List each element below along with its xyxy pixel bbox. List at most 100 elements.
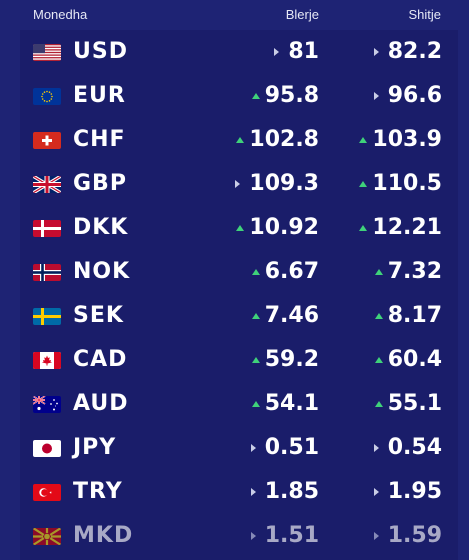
trend-up-icon [374,400,383,407]
rate-row-eur: EUR 95.8 96.6 [20,74,458,118]
table-header: Monedha Blerje Shitje [0,0,469,30]
currency-code: TRY [73,479,123,504]
rate-row-jpy: JPY 0.51 0.54 [20,426,458,470]
jp-flag-icon [33,440,61,457]
trend-up-icon [251,356,260,363]
buy-rate: 10.92 [236,215,319,240]
buy-rate: 6.67 [251,259,319,284]
buy-value: 6.67 [264,259,319,284]
trend-up-icon [359,136,368,143]
rate-row-usd: USD 81 82.2 [20,30,458,74]
sell-value: 7.32 [387,259,442,284]
sell-rate: 8.17 [374,303,442,328]
trend-neutral-icon [373,487,379,496]
sell-value: 103.9 [372,127,442,152]
currency-code: MKD [73,523,134,548]
trend-up-icon [236,136,245,143]
buy-value: 1.85 [264,479,319,504]
rate-row-dkk: DKK 10.92 12.21 [20,206,458,250]
au-flag-icon [33,396,61,413]
trend-up-icon [251,400,260,407]
trend-up-icon [374,268,383,275]
trend-neutral-icon [250,443,256,452]
sell-rate: 12.21 [359,215,442,240]
rate-row-chf: CHF 102.8 103.9 [20,118,458,162]
eu-flag-icon [33,88,61,105]
rate-row-mkd: MKD 1.51 1.59 [20,514,458,558]
trend-up-icon [359,224,368,231]
sell-value: 0.54 [387,435,442,460]
sell-value: 12.21 [372,215,442,240]
sell-value: 60.4 [387,347,442,372]
trend-up-icon [251,92,260,99]
buy-rate: 95.8 [251,83,319,108]
buy-value: 54.1 [264,391,319,416]
sell-value: 1.95 [387,479,442,504]
buy-rate: 54.1 [251,391,319,416]
sell-rate: 7.32 [374,259,442,284]
currency-code: SEK [73,303,124,328]
sell-value: 8.17 [387,303,442,328]
tr-flag-icon [33,484,61,501]
sell-value: 110.5 [372,171,442,196]
rate-row-try: TRY 1.85 1.95 [20,470,458,514]
dk-flag-icon [33,220,61,237]
currency-code: AUD [73,391,129,416]
trend-neutral-icon [250,531,256,540]
se-flag-icon [33,308,61,325]
rates-table: USD 81 82.2 EUR 95.8 96.6 CHF 102.8 103.9 GBP 109.… [20,30,458,560]
buy-value: 95.8 [264,83,319,108]
buy-value: 109.3 [249,171,319,196]
buy-value: 0.51 [264,435,319,460]
buy-rate: 102.8 [236,127,319,152]
buy-rate: 1.51 [250,523,319,548]
trend-neutral-icon [373,443,379,452]
header-currency: Monedha [33,7,88,22]
sell-rate: 103.9 [359,127,442,152]
trend-up-icon [251,312,260,319]
rate-row-nok: NOK 6.67 7.32 [20,250,458,294]
trend-neutral-icon [235,179,241,188]
sell-value: 1.59 [387,523,442,548]
rate-row-aud: AUD 54.1 55.1 [20,382,458,426]
trend-up-icon [374,312,383,319]
buy-rate: 81 [274,39,319,64]
trend-up-icon [251,268,260,275]
sell-rate: 82.2 [373,39,442,64]
buy-value: 59.2 [264,347,319,372]
trend-up-icon [374,356,383,363]
trend-up-icon [359,180,368,187]
no-flag-icon [33,264,61,281]
trend-up-icon [236,224,245,231]
ca-flag-icon [33,352,61,369]
sell-value: 55.1 [387,391,442,416]
buy-rate: 1.85 [250,479,319,504]
buy-value: 81 [288,39,319,64]
sell-rate: 55.1 [374,391,442,416]
sell-value: 96.6 [387,83,442,108]
sell-value: 82.2 [387,39,442,64]
currency-code: CHF [73,127,126,152]
mk-flag-icon [33,528,61,545]
currency-code: EUR [73,83,126,108]
us-flag-icon [33,44,61,61]
buy-rate: 7.46 [251,303,319,328]
currency-code: NOK [73,259,131,284]
trend-neutral-icon [373,47,379,56]
rate-row-cad: CAD 59.2 60.4 [20,338,458,382]
currency-code: USD [73,39,128,64]
currency-code: DKK [73,215,129,240]
buy-value: 1.51 [264,523,319,548]
trend-neutral-icon [250,487,256,496]
rate-row-sek: SEK 7.46 8.17 [20,294,458,338]
buy-rate: 109.3 [235,171,319,196]
sell-rate: 96.6 [373,83,442,108]
currency-code: JPY [73,435,117,460]
trend-neutral-icon [373,91,379,100]
buy-rate: 0.51 [250,435,319,460]
currency-code: GBP [73,171,127,196]
sell-rate: 0.54 [373,435,442,460]
sell-rate: 1.95 [373,479,442,504]
sell-rate: 1.59 [373,523,442,548]
trend-neutral-icon [274,47,280,56]
